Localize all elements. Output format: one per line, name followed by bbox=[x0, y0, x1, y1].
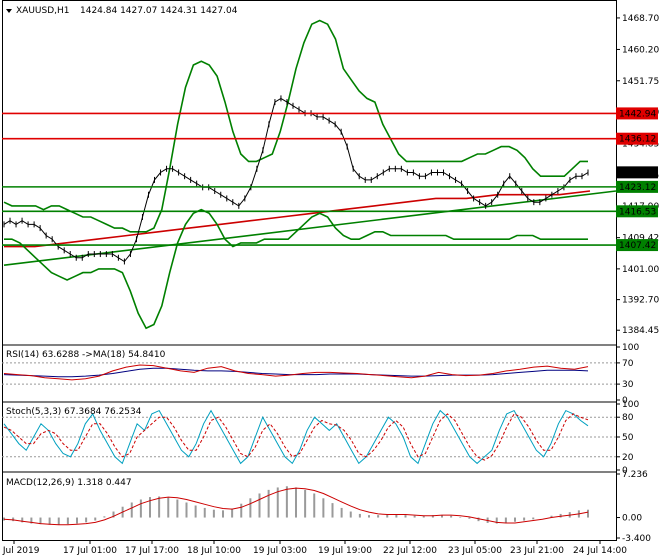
macd-axis-label: 0.00 bbox=[622, 514, 642, 524]
current-price-label: 1427.04 bbox=[619, 168, 656, 178]
stoch-main-line bbox=[3, 409, 589, 465]
price-axis-label: 1409.42 bbox=[622, 234, 659, 244]
stoch-label: Stoch(5,3,3) 67.3684 76.2534 bbox=[6, 407, 142, 417]
level-label-box bbox=[616, 132, 658, 145]
rsi-label: RSI(14) 63.6288 ->MA(18) 54.8410 bbox=[6, 350, 166, 360]
level-label: 1442.94 bbox=[619, 109, 656, 119]
rsi-line bbox=[3, 364, 589, 381]
price-axis-label: 1401.00 bbox=[622, 265, 659, 275]
macd-axis-label: -3.400 bbox=[622, 534, 651, 544]
stoch-axis-label: 50 bbox=[622, 433, 634, 443]
price-axis-label: 1451.75 bbox=[622, 77, 659, 87]
stoch-axis-label: 20 bbox=[622, 453, 634, 463]
time-axis-label: 17 Jul 17:00 bbox=[125, 546, 179, 556]
macd-signal-line bbox=[3, 487, 589, 526]
price-line bbox=[3, 97, 589, 263]
level-label-box bbox=[616, 107, 658, 120]
bollinger-lower-band bbox=[4, 208, 588, 330]
stoch-axis-label: 100 bbox=[622, 400, 639, 410]
symbol-label: XAUUSD,H1 bbox=[16, 6, 70, 16]
level-label: 1436.12 bbox=[619, 135, 656, 145]
price-axis-label: 1392.70 bbox=[622, 296, 659, 306]
price-axis-label: 1468.70 bbox=[622, 14, 659, 24]
time-axis-label: 24 Jul 14:00 bbox=[573, 546, 627, 556]
time-axis-label: 19 Jul 19:00 bbox=[318, 546, 372, 556]
stoch-signal-line bbox=[3, 413, 589, 461]
time-axis-label: 18 Jul 10:00 bbox=[187, 546, 241, 556]
level-label-box bbox=[616, 205, 658, 218]
time-axis-label: 19 Jul 03:00 bbox=[253, 546, 307, 556]
rsi-axis-label: 100 bbox=[622, 343, 639, 353]
level-label-box bbox=[616, 180, 658, 193]
bollinger-upper-band bbox=[3, 19, 588, 233]
price-axis-label: 1384.45 bbox=[622, 326, 659, 336]
price-axis-label: 1460.20 bbox=[622, 45, 659, 55]
level-label: 1416.53 bbox=[619, 207, 656, 217]
current-price-box bbox=[616, 166, 658, 179]
stoch-axis-label: 0 bbox=[622, 466, 628, 476]
ma-long-line bbox=[4, 190, 591, 248]
rsi-axis-label: 70 bbox=[622, 359, 634, 369]
level-label: 1407.42 bbox=[619, 241, 656, 251]
level-label-box bbox=[616, 239, 658, 252]
stoch-axis-label: 80 bbox=[622, 413, 634, 423]
time-axis-label: 23 Jul 21:00 bbox=[510, 546, 564, 556]
rsi-axis-label: 30 bbox=[622, 380, 634, 390]
time-axis-label: 16 Jul 2019 bbox=[0, 546, 40, 556]
ohlc-values: 1424.84 1427.07 1424.31 1427.04 bbox=[80, 6, 238, 16]
macd-label: MACD(12,26,9) 1.318 0.447 bbox=[6, 478, 132, 488]
time-axis-label: 22 Jul 12:00 bbox=[383, 546, 437, 556]
chart-frame bbox=[2, 0, 617, 541]
macd-axis-label: 7.236 bbox=[622, 470, 648, 480]
time-axis-label: 17 Jul 01:00 bbox=[63, 546, 117, 556]
time-axis-label: 23 Jul 05:00 bbox=[448, 546, 502, 556]
rsi-axis-label: 0 bbox=[622, 396, 628, 406]
level-label: 1423.12 bbox=[619, 183, 656, 193]
dropdown-triangle-icon bbox=[6, 9, 12, 13]
